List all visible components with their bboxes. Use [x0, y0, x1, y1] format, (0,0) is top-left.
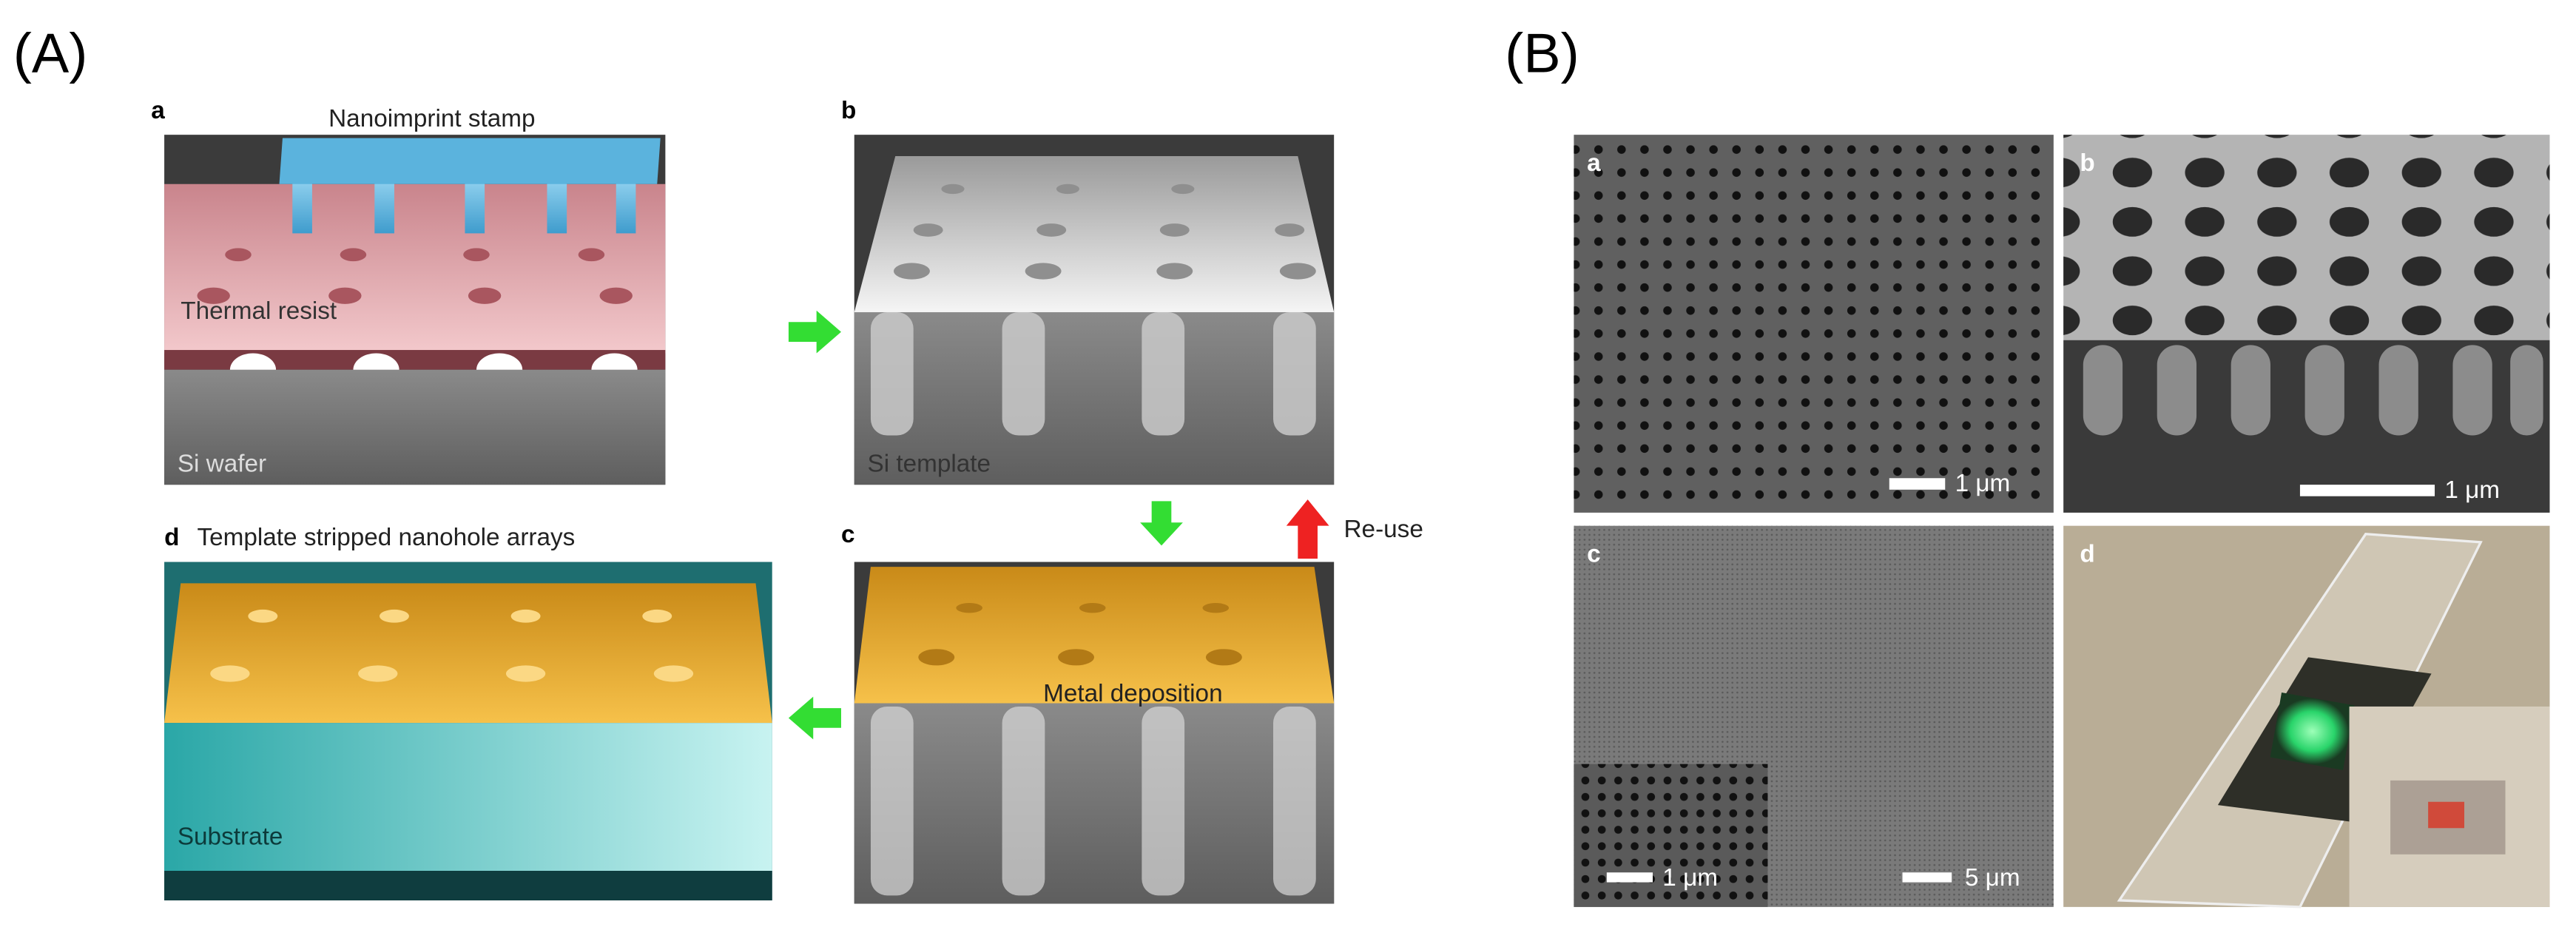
step-c: c Metal deposition — [841, 521, 1335, 904]
substrate-label: Substrate — [178, 823, 283, 850]
panel-label: (A) — [13, 22, 88, 84]
arrows: Re-use — [788, 310, 1423, 740]
sem-b: 1 μm b — [2063, 135, 2550, 513]
deposition-label: Metal deposition — [1043, 680, 1222, 707]
step-letter: b — [841, 97, 856, 124]
image-letter: c — [1587, 540, 1601, 567]
step-letter: a — [151, 97, 165, 124]
step-letter: c — [841, 521, 855, 548]
step-b: b Si template — [841, 97, 1335, 485]
sem-c: 1 μm 5 μm c — [1574, 525, 2054, 907]
reuse-label: Re-use — [1344, 516, 1423, 543]
scale-bar-label: 1 μm — [1955, 470, 2011, 497]
sem-a: 1 μm a — [1574, 135, 2054, 513]
scale-bar-label: 1 μm — [2444, 476, 2500, 504]
image-letter: b — [2080, 149, 2094, 177]
step-title: Template stripped nanohole arrays — [197, 524, 575, 551]
step-d: d Template stripped nanohole arrays Subs… — [164, 524, 772, 900]
template-label: Si template — [868, 450, 991, 477]
resist-label: Thermal resist — [181, 297, 337, 325]
scale-bar-label: 5 μm — [1965, 864, 2020, 892]
image-letter: a — [1587, 149, 1601, 177]
stamp-label: Nanoimprint stamp — [328, 105, 535, 132]
photo-d: d — [2063, 525, 2550, 909]
image-letter: d — [2080, 540, 2094, 567]
panel-label: (B) — [1505, 22, 1579, 84]
step-letter: d — [164, 524, 179, 551]
step-a: a Nanoimprint stamp Thermal resist Si wa… — [151, 97, 666, 485]
inset-scale-bar-label: 1 μm — [1662, 864, 1718, 892]
wafer-label: Si wafer — [178, 450, 266, 477]
